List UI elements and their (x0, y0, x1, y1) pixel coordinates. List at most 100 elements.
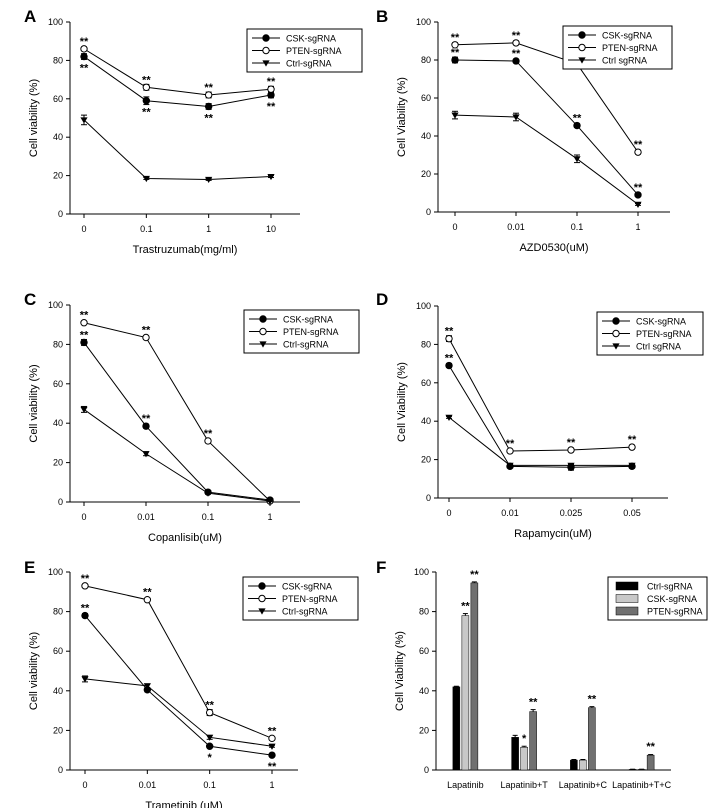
point-ctrl (81, 676, 89, 683)
y-tick-label: 80 (419, 607, 429, 617)
point-pten (205, 708, 214, 717)
series-line-0 (83, 56, 272, 107)
panel-b: B 0 20 40 60 80 100 Cell Viability (%) AZD0530(u… (376, 7, 673, 254)
panel-letter: B (376, 7, 388, 26)
x-tick-label: 1 (206, 224, 211, 234)
point-ctrl (206, 734, 214, 741)
point-csk (142, 97, 151, 105)
y-tick-label: 20 (421, 169, 431, 179)
point-csk (81, 611, 89, 620)
point-pten (578, 43, 586, 52)
x-tick-label: 0.1 (202, 512, 215, 522)
legend-label: PTEN-sgRNA (283, 327, 339, 337)
point-pten (512, 39, 520, 47)
point-ctrl (634, 201, 642, 208)
y-tick-label: 0 (58, 497, 63, 507)
panel-c: C 0 20 40 60 80 100 Cell viability (%) Copanlisi… (24, 290, 360, 544)
point-csk (268, 751, 276, 759)
bar-csk-sgrna (579, 759, 587, 771)
significance-marker: ** (506, 438, 515, 450)
legend-label: PTEN-sgRNA (647, 607, 703, 617)
point-ctrl (258, 608, 266, 615)
x-tick-label: 0 (452, 222, 457, 232)
legend-label: Ctrl-sgRNA (647, 582, 693, 592)
x-tick-label: 0.05 (623, 508, 641, 518)
significance-marker: ** (267, 76, 276, 88)
y-tick-label: 60 (53, 646, 63, 656)
bar-ctrl-sgrna (452, 686, 461, 771)
significance-marker: ** (204, 112, 213, 124)
panel-letter: C (24, 290, 36, 309)
series-line-2 (84, 678, 273, 747)
legend-label: PTEN-sgRNA (282, 594, 338, 604)
series-line-2 (448, 416, 632, 466)
point-ctrl (268, 743, 276, 750)
point-ctrl (612, 343, 620, 350)
series-line-0 (454, 59, 639, 196)
significance-marker: ** (143, 587, 152, 599)
point-csk (634, 191, 642, 199)
significance-marker: * (208, 752, 213, 764)
y-tick-label: 40 (53, 418, 63, 428)
point-csk (80, 52, 88, 61)
y-tick-label: 80 (53, 55, 63, 65)
point-ctrl (262, 60, 270, 67)
point-pten (612, 329, 620, 338)
significance-marker: ** (445, 326, 454, 338)
point-pten (142, 83, 151, 91)
point-ctrl (142, 451, 150, 458)
point-pten (262, 46, 270, 55)
legend-swatch (615, 581, 639, 591)
significance-marker: ** (512, 48, 521, 60)
y-tick-label: 60 (419, 646, 429, 656)
significance-marker: ** (573, 113, 582, 125)
significance-marker: ** (451, 47, 460, 59)
y-tick-label: 40 (53, 686, 63, 696)
point-csk (80, 338, 88, 347)
series-line-0 (84, 615, 273, 756)
y-tick-label: 60 (53, 94, 63, 104)
y-tick-label: 60 (53, 379, 63, 389)
y-tick-label: 40 (419, 686, 429, 696)
point-ctrl (80, 117, 88, 124)
y-tick-label: 100 (48, 300, 63, 310)
significance-marker: ** (628, 434, 637, 446)
y-axis-label: Cell viability (%) (28, 364, 40, 442)
panel-letter: A (24, 7, 36, 26)
point-pten (143, 596, 152, 604)
x-axis-label: Copanlisib(uM) (148, 532, 222, 544)
x-tick-label: 0 (81, 512, 86, 522)
significance-marker: ** (142, 413, 151, 425)
significance-marker: ** (634, 139, 643, 151)
bar-pten-sgrna (588, 707, 596, 771)
point-ctrl (506, 462, 514, 469)
significance-marker: ** (268, 761, 277, 773)
y-tick-label: 80 (421, 339, 431, 349)
x-tick-label: 0.025 (560, 508, 583, 518)
x-tick-label: 0.01 (501, 508, 519, 518)
x-tick-label: 1 (269, 780, 274, 790)
point-csk (451, 56, 459, 64)
bar-pten-sgrna (470, 582, 479, 771)
y-axis-label: Cell Viability (%) (396, 77, 408, 157)
x-tick-label: 10 (266, 224, 276, 234)
y-tick-label: 0 (424, 765, 429, 775)
point-pten (567, 446, 575, 454)
y-tick-label: 60 (421, 378, 431, 388)
x-tick-label: 0.01 (137, 512, 155, 522)
point-pten (204, 91, 213, 99)
x-axis-label: Rapamycin(uM) (514, 528, 592, 540)
point-csk (445, 361, 453, 370)
point-pten (445, 334, 453, 343)
significance-marker: ** (445, 353, 454, 365)
bar-ctrl-sgrna (570, 759, 578, 771)
series-line-1 (454, 42, 639, 153)
legend-label: Ctrl sgRNA (636, 342, 681, 352)
y-axis-label: Cell viability (%) (28, 632, 40, 710)
significance-marker: ** (267, 101, 276, 113)
bar-pten-sgrna (646, 754, 655, 771)
point-ctrl (451, 112, 459, 119)
point-csk (612, 317, 620, 325)
y-tick-label: 0 (426, 493, 431, 503)
